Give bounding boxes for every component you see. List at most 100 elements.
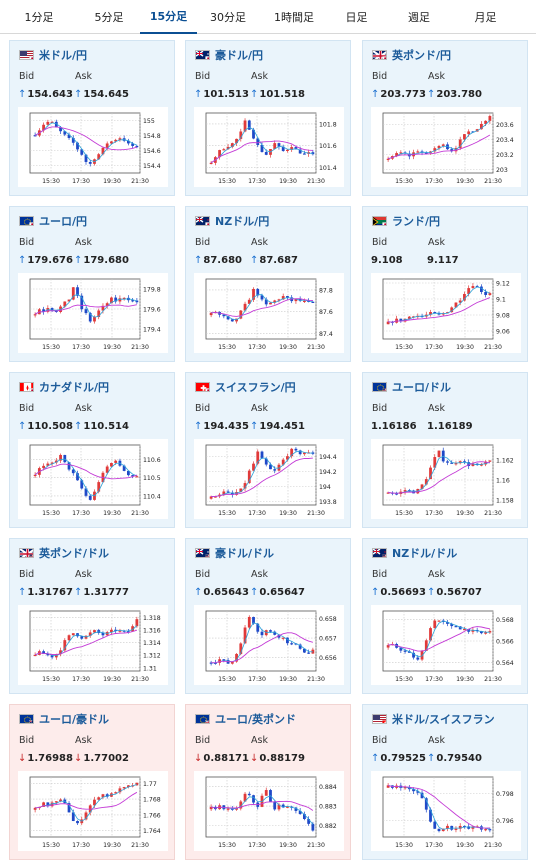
price-chart: 0.884 0.883 0.882 15:30 17:30 19:30 21:30 <box>205 776 337 849</box>
candle-body <box>84 309 88 314</box>
pair-title[interactable]: 豪ドル/円 <box>195 48 263 62</box>
pair-name[interactable]: 英ポンド/ドル <box>39 547 110 560</box>
ask-label: Ask <box>251 71 268 82</box>
bid-label: Bid <box>195 237 211 248</box>
y-tick-label: 0.798 <box>496 791 514 798</box>
pair-name[interactable]: 英ポンド/円 <box>392 49 452 62</box>
pair-title[interactable]: ランド/円 <box>372 214 440 228</box>
pair-title[interactable]: 英ポンド/ドル <box>19 546 109 560</box>
pair-name[interactable]: ユーロ/英ポンド <box>215 713 297 726</box>
pair-title[interactable]: ユーロ/英ポンド <box>195 712 296 726</box>
candle-body <box>303 300 306 303</box>
ask-value: 154.645 <box>83 89 129 100</box>
candle-body <box>67 803 71 813</box>
candle-body <box>209 806 213 810</box>
tab-1[interactable]: 5分足 <box>94 11 124 24</box>
candle-body <box>450 149 454 152</box>
candle-body <box>467 462 471 467</box>
pair-title[interactable]: NZドル/ドル <box>372 546 457 560</box>
arrow-up-icon: ↑ <box>371 89 380 100</box>
candle-body <box>46 121 50 125</box>
pair-title[interactable]: ユーロ/ドル <box>372 380 451 394</box>
x-tick-label: 19:30 <box>279 178 297 185</box>
x-tick-label: 19:30 <box>279 510 297 517</box>
candle-body <box>433 620 437 629</box>
pair-name[interactable]: 豪ドル/ドル <box>215 547 275 560</box>
bid-value: 179.676 <box>27 255 73 266</box>
pair-name[interactable]: ユーロ/豪ドル <box>39 713 110 726</box>
rate-card[interactable]: ユーロ/ドル Bid Ask 1.16186 1.16189 1.162 1.16 1.158… <box>362 372 528 528</box>
pair-title[interactable]: 豪ドル/ドル <box>195 546 274 560</box>
bid-value: 0.56693 <box>380 587 426 598</box>
candle-body <box>467 288 471 294</box>
candle-body <box>110 297 113 304</box>
chart-container[interactable]: 110.6 110.5 110.4 15:30 17:30 19:30 21:30 <box>18 439 168 519</box>
rate-card[interactable]: ユーロ/英ポンド Bid Ask ↓0.88171 ↓0.88179 0.884 0.883… <box>185 704 351 860</box>
candle-body <box>54 801 58 803</box>
rate-card[interactable]: 豪ドル/円 Bid Ask ↑101.513 ↑101.518 101.8 101.6 101… <box>185 40 351 196</box>
candle-body <box>46 463 50 466</box>
candle-body <box>386 492 390 494</box>
tab-0[interactable]: 1分足 <box>24 11 54 24</box>
chart-container[interactable]: 1.318 1.316 1.314 1.312 1.31 15:30 17:30 19:30 2… <box>18 605 168 685</box>
pair-name[interactable]: カナダドル/円 <box>39 381 110 394</box>
tab-6[interactable]: 週足 <box>408 11 430 24</box>
rate-card[interactable]: 英ポンド/ドル Bid Ask ↑1.31767 ↑1.31777 1.318 1.316 1… <box>9 538 175 694</box>
chart-container[interactable]: 101.8 101.6 101.4 15:30 17:30 19:30 21:30 <box>194 107 344 187</box>
tab-4[interactable]: 1時間足 <box>274 11 314 24</box>
candle-body <box>399 318 403 322</box>
candle-body <box>294 298 298 302</box>
pair-name[interactable]: ユーロ/ドル <box>392 381 452 394</box>
arrow-up-icon: ↑ <box>18 421 27 432</box>
pair-title[interactable]: スイスフラン/円 <box>195 380 296 394</box>
rate-card[interactable]: 豪ドル/ドル Bid Ask ↑0.65643 ↑0.65647 0.658 0.657 0.… <box>185 538 351 694</box>
rate-card[interactable]: NZドル/ドル Bid Ask ↑0.56693 ↑0.56707 0.568 0.566 0… <box>362 538 528 694</box>
rate-card[interactable]: 米ドル/円 Bid Ask ↑154.643 ↑154.645 155 154.8 154.6… <box>9 40 175 196</box>
chart-container[interactable]: 0.798 0.796 15:30 17:30 19:30 21:30 <box>371 771 521 851</box>
chart-container[interactable]: 1.162 1.16 1.158 15:30 17:30 19:30 21:30 <box>371 439 521 519</box>
pair-name[interactable]: 米ドル/円 <box>39 49 88 62</box>
rate-card[interactable]: NZドル/円 Bid Ask ↑87.680 ↑87.687 87.8 87.6 87.4 15… <box>185 206 351 362</box>
chart-container[interactable]: 0.568 0.566 0.564 15:30 17:30 19:30 21:30 <box>371 605 521 685</box>
pair-name[interactable]: NZドル/円 <box>215 215 270 228</box>
chart-container[interactable]: 0.658 0.657 0.656 15:30 17:30 19:30 21:30 <box>194 605 344 685</box>
y-tick-label: 154.8 <box>143 133 161 140</box>
pair-name[interactable]: スイスフラン/円 <box>215 381 296 394</box>
ask-price: ↑0.65647 <box>250 587 305 598</box>
pair-title[interactable]: ユーロ/円 <box>19 214 87 228</box>
tab-5[interactable]: 日足 <box>345 11 368 24</box>
chart-container[interactable]: 194.4 194.2 194 193.8 15:30 17:30 19:30 21:30 <box>194 439 344 519</box>
chart-container[interactable]: 87.8 87.6 87.4 15:30 17:30 19:30 21:30 <box>194 273 344 353</box>
rate-card[interactable]: カナダドル/円 Bid Ask ↑110.508 ↑110.514 110.6 110.5 1… <box>9 372 175 528</box>
pair-title[interactable]: 米ドル/円 <box>19 48 87 62</box>
pair-title[interactable]: 英ポンド/円 <box>372 48 451 62</box>
chart-container[interactable]: 203.6 203.4 203.2 203 15:30 17:30 19:30 21:30 <box>371 107 521 187</box>
rate-card[interactable]: ランド/円 Bid Ask 9.108 9.117 9.12 9.1 9.08 9.06 15:3… <box>362 206 528 362</box>
chart-container[interactable]: 0.884 0.883 0.882 15:30 17:30 19:30 21:30 <box>194 771 344 851</box>
chart-container[interactable]: 155 154.8 154.6 154.4 15:30 17:30 19:30 21:30 <box>18 107 168 187</box>
pair-title[interactable]: NZドル/円 <box>195 214 269 228</box>
rate-card[interactable]: ユーロ/豪ドル Bid Ask ↓1.76988 ↓1.77002 1.77 1.768 1.… <box>9 704 175 860</box>
chart-container[interactable]: 1.77 1.768 1.766 1.764 15:30 17:30 19:30 21:30 <box>18 771 168 851</box>
pair-title[interactable]: カナダドル/円 <box>19 380 109 394</box>
candle-body <box>424 640 428 651</box>
chart-container[interactable]: 179.8 179.6 179.4 15:30 17:30 19:30 21:30 <box>18 273 168 353</box>
pair-name[interactable]: NZドル/ドル <box>392 547 458 560</box>
tab-7[interactable]: 月足 <box>474 11 497 24</box>
tab-3[interactable]: 30分足 <box>210 11 246 24</box>
candle-body <box>395 153 398 157</box>
chart-container[interactable]: 9.12 9.1 9.08 9.06 15:30 17:30 19:30 21:30 <box>371 273 521 353</box>
pair-name[interactable]: ユーロ/円 <box>39 215 88 228</box>
rate-card[interactable]: ユーロ/円 Bid Ask ↑179.676 ↑179.680 179.8 179.6 179… <box>9 206 175 362</box>
candle-body <box>127 631 130 633</box>
rate-card[interactable]: 米ドル/スイスフラン Bid Ask ↑0.79525 ↑0.79540 0.798 0.7… <box>362 704 528 860</box>
pair-title[interactable]: 米ドル/スイスフラン <box>372 712 495 726</box>
tab-2[interactable]: 15分足 <box>140 0 197 34</box>
rate-card[interactable]: 英ポンド/円 Bid Ask ↑203.773 ↑203.780 203.6 203.4 20… <box>362 40 528 196</box>
x-tick-label: 17:30 <box>248 178 266 185</box>
rate-card[interactable]: スイスフラン/円 Bid Ask ↑194.435 ↑194.451 194.4 194.2… <box>185 372 351 528</box>
pair-name[interactable]: ランド/円 <box>392 215 441 228</box>
pair-title[interactable]: ユーロ/豪ドル <box>19 712 109 726</box>
pair-name[interactable]: 米ドル/スイスフラン <box>392 713 495 726</box>
pair-name[interactable]: 豪ドル/円 <box>215 49 264 62</box>
